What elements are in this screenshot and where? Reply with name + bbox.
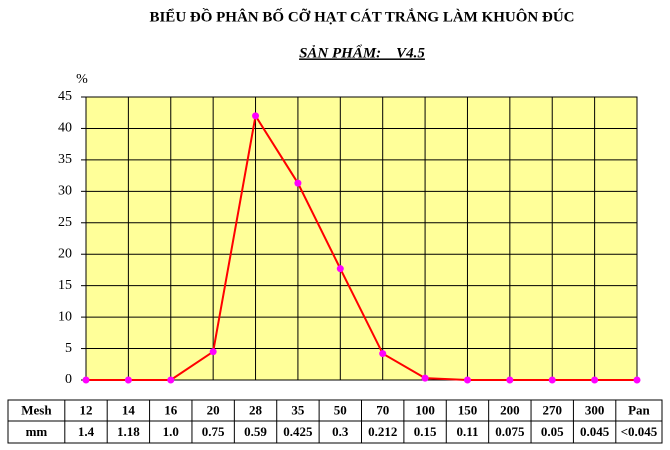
- y-tick-label: 20: [58, 246, 72, 261]
- table-mm: 0.15: [414, 424, 437, 439]
- x-tick-label: 50: [334, 402, 347, 417]
- y-axis-label: %: [76, 72, 88, 87]
- data-point: [379, 350, 387, 358]
- table-mm: 0.045: [580, 424, 610, 439]
- x-tick-label: 200: [500, 402, 520, 417]
- table-mm: <0.045: [621, 424, 658, 439]
- x-tick-label: 150: [458, 402, 478, 417]
- data-point: [463, 376, 471, 384]
- table-mm: 1.0: [163, 424, 179, 439]
- table-mm: 1.4: [78, 424, 95, 439]
- table-mm: 0.425: [283, 424, 313, 439]
- data-point: [633, 376, 641, 384]
- data-point: [252, 112, 260, 120]
- x-tick-label: 28: [249, 402, 263, 417]
- data-line: [86, 113, 637, 381]
- x-tick-label: 20: [207, 402, 220, 417]
- x-tick-label: 16: [164, 402, 178, 417]
- plot-area: [85, 96, 638, 381]
- table-mm: 0.75: [202, 424, 225, 439]
- y-tick-label: 35: [58, 152, 72, 167]
- x-tick-label: 270: [542, 402, 562, 417]
- x-tick-label: 12: [80, 402, 93, 417]
- y-tick-label: 25: [58, 215, 72, 230]
- data-point: [209, 348, 217, 356]
- data-point: [421, 374, 429, 382]
- table-row-label: mm: [26, 424, 48, 439]
- chart-subtitle: SẢN PHẨM: V4.5: [299, 43, 425, 61]
- data-point: [294, 179, 302, 187]
- y-tick-label: 10: [58, 309, 72, 324]
- y-tick-label: 0: [65, 372, 72, 387]
- data-point: [82, 376, 90, 384]
- table-mm: 1.18: [117, 424, 140, 439]
- y-tick-label: 15: [58, 278, 72, 293]
- x-tick-label: 35: [291, 402, 305, 417]
- data-point: [506, 376, 514, 384]
- chart-title: BIỂU ĐỒ PHÂN BỐ CỠ HẠT CÁT TRẮNG LÀM KHU…: [149, 7, 574, 25]
- data-point: [548, 376, 556, 384]
- table-mm: 0.59: [244, 424, 267, 439]
- x-tick-label: Pan: [628, 402, 650, 417]
- x-tick-label: 100: [415, 402, 435, 417]
- data-point: [336, 265, 344, 273]
- x-tick-label: 300: [585, 402, 605, 417]
- table-row-label: Mesh: [21, 402, 52, 417]
- y-tick-label: 30: [58, 184, 72, 199]
- y-tick-label: 45: [58, 89, 72, 104]
- table-mm: 0.3: [332, 424, 349, 439]
- data-point: [167, 376, 175, 384]
- table-mm: 0.075: [495, 424, 525, 439]
- y-tick-label: 40: [58, 121, 72, 136]
- data-point: [124, 376, 132, 384]
- table-mm: 0.11: [456, 424, 478, 439]
- data-point: [591, 376, 599, 384]
- table-mm: 0.212: [368, 424, 397, 439]
- x-tick-label: 14: [122, 402, 136, 417]
- y-tick-label: 5: [65, 341, 72, 356]
- table-mm: 0.05: [541, 424, 564, 439]
- x-tick-label: 70: [376, 402, 389, 417]
